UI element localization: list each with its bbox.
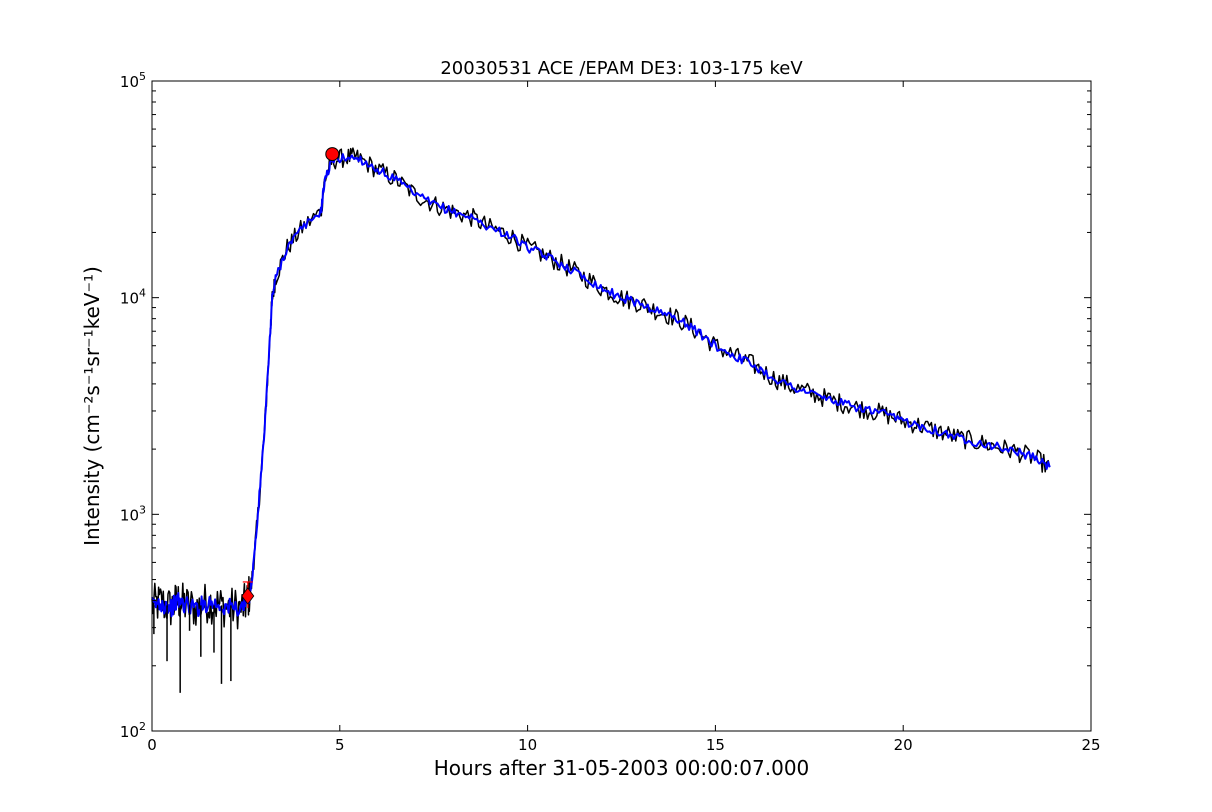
plot-frame	[151, 80, 1092, 732]
series-line-raw	[151, 147, 1051, 630]
x-tick-label: 15	[706, 736, 725, 754]
x-tick-label: 20	[894, 736, 913, 754]
y-tick-label: 105	[120, 70, 146, 91]
peak-marker	[325, 147, 340, 162]
chart-title: 20030531 ACE /EPAM DE3: 103-175 keV	[440, 58, 803, 79]
y-tick-label: 104	[120, 287, 146, 308]
x-tick-label: 10	[518, 736, 537, 754]
onset-marker	[241, 587, 255, 605]
x-tick-label: 25	[1081, 736, 1100, 754]
y-tick-label: 103	[120, 503, 146, 524]
y-tick-label: 102	[120, 720, 146, 741]
x-tick-label: 0	[147, 736, 157, 754]
tick-layer: 0 5 10 15 20 25 102 103 104 105	[120, 70, 1101, 754]
plot-layer	[151, 147, 1051, 693]
y-axis-label: Intensity (cm⁻²s⁻¹sr⁻¹keV⁻¹)	[80, 266, 104, 546]
series-line-smoothed	[151, 153, 1051, 618]
x-tick-label: 5	[335, 736, 345, 754]
x-axis-label: Hours after 31-05-2003 00:00:07.000	[434, 756, 810, 780]
